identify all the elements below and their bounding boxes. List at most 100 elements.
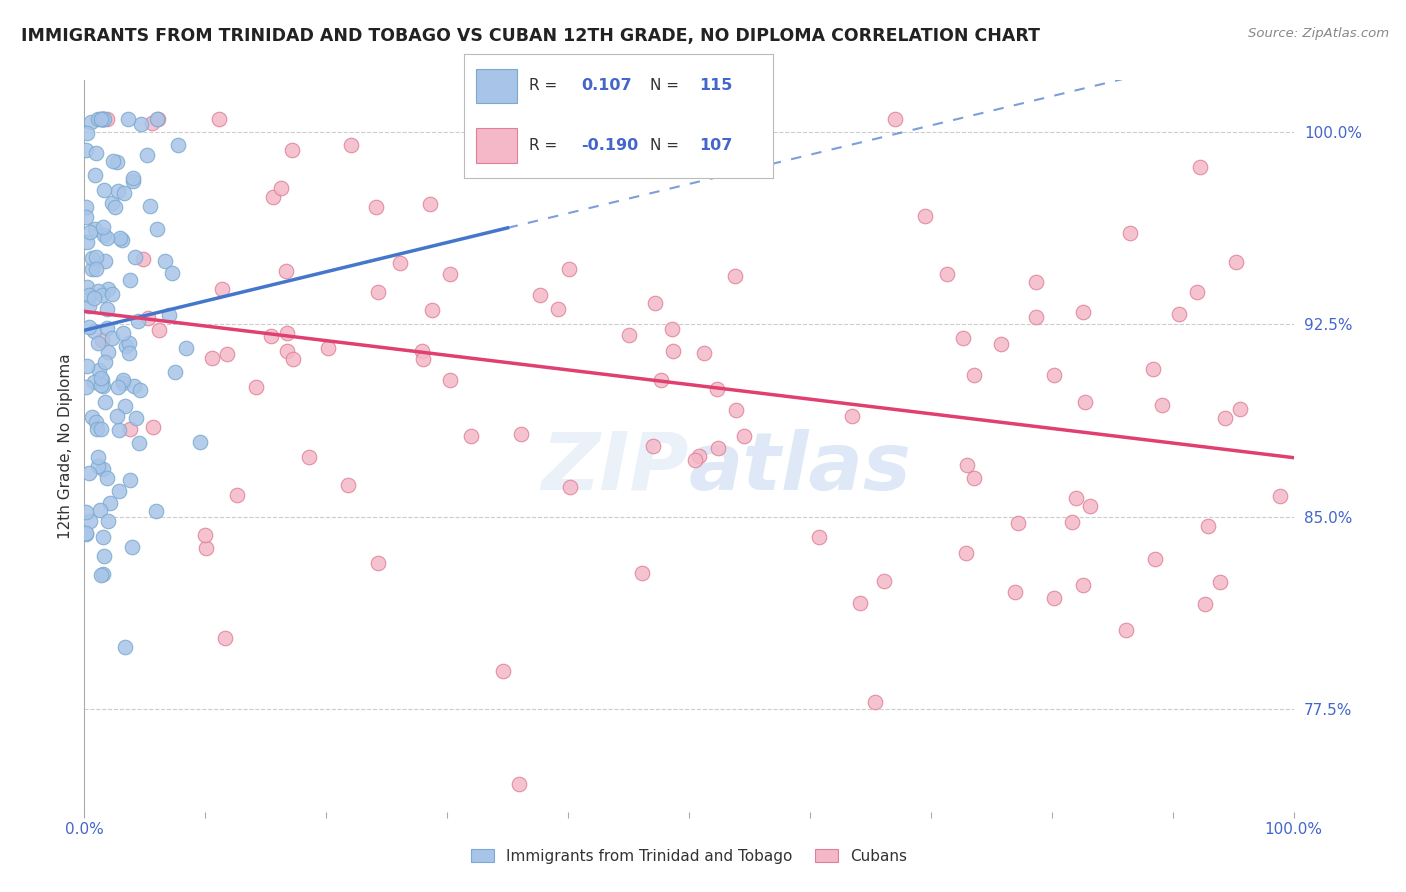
Point: [841, 409, 863, 424]
Point: [245, 380, 267, 394]
Point: [79, 225, 101, 239]
Point: [111, 326, 134, 340]
Point: [125, 411, 148, 425]
Point: [98, 496, 121, 510]
Point: [297, 450, 319, 464]
Point: [87, 450, 110, 464]
Point: [77, 320, 100, 334]
Text: 0.107: 0.107: [582, 78, 633, 94]
Point: [93, 227, 115, 242]
Point: [83, 324, 105, 338]
Point: [91, 462, 114, 476]
Point: [93, 183, 115, 197]
Point: [84, 262, 107, 277]
Point: [1004, 585, 1026, 599]
Point: [120, 473, 142, 487]
Point: [558, 480, 581, 494]
Point: [388, 256, 411, 270]
Point: [706, 441, 728, 455]
Point: [1115, 623, 1137, 637]
Point: [174, 341, 197, 355]
Point: [76, 359, 98, 373]
Point: [107, 184, 129, 198]
Point: [1152, 398, 1174, 412]
Point: [76, 126, 98, 140]
Point: [121, 540, 143, 554]
Point: [86, 336, 108, 351]
Point: [83, 222, 105, 236]
Point: [122, 379, 145, 393]
Point: [274, 264, 297, 278]
Point: [107, 424, 129, 438]
Point: [97, 514, 120, 528]
Point: [105, 154, 128, 169]
Point: [1060, 515, 1083, 529]
Point: [110, 231, 132, 245]
Point: [97, 345, 120, 359]
Text: Source: ZipAtlas.com: Source: ZipAtlas.com: [1249, 27, 1389, 40]
Point: [77, 288, 100, 302]
Point: [619, 328, 641, 343]
Point: [90, 568, 112, 582]
Point: [155, 253, 177, 268]
Point: [105, 409, 128, 423]
Point: [873, 574, 896, 589]
Y-axis label: 12th Grade, No Diploma: 12th Grade, No Diploma: [58, 353, 73, 539]
Point: [118, 273, 141, 287]
Point: [90, 333, 112, 347]
Point: [1270, 490, 1292, 504]
Point: [167, 138, 190, 153]
Point: [439, 267, 461, 281]
Point: [211, 281, 233, 295]
Point: [77, 467, 100, 481]
Text: ZIP: ZIP: [541, 429, 689, 507]
Point: [1043, 591, 1066, 606]
Point: [1185, 285, 1208, 300]
Point: [139, 199, 162, 213]
Text: IMMIGRANTS FROM TRINIDAD AND TOBAGO VS CUBAN 12TH GRADE, NO DIPLOMA CORRELATION : IMMIGRANTS FROM TRINIDAD AND TOBAGO VS C…: [21, 27, 1040, 45]
Point: [807, 530, 830, 544]
Point: [419, 197, 441, 211]
Point: [94, 254, 117, 268]
Point: [84, 415, 107, 429]
Point: [914, 210, 936, 224]
Point: [141, 116, 163, 130]
Point: [214, 631, 236, 645]
Point: [270, 180, 292, 194]
Point: [492, 664, 515, 678]
Point: [94, 395, 117, 409]
Point: [364, 200, 387, 214]
Point: [96, 112, 118, 126]
Point: [529, 288, 551, 302]
Point: [1007, 516, 1029, 531]
Point: [111, 373, 134, 387]
Point: [160, 266, 183, 280]
Point: [1168, 307, 1191, 321]
Point: [1197, 519, 1219, 533]
Text: -0.190: -0.190: [582, 138, 638, 153]
Point: [1215, 410, 1237, 425]
Point: [693, 345, 716, 359]
Text: atlas: atlas: [689, 429, 911, 507]
Point: [318, 341, 340, 355]
Point: [97, 282, 120, 296]
Point: [96, 302, 118, 317]
Point: [136, 147, 159, 161]
Point: [93, 112, 115, 126]
Point: [260, 328, 283, 343]
Point: [131, 118, 153, 132]
Point: [87, 363, 110, 377]
Point: [281, 143, 304, 157]
Point: [89, 503, 111, 517]
Point: [90, 374, 112, 388]
Point: [195, 541, 218, 555]
Point: [77, 299, 100, 313]
Point: [76, 280, 98, 294]
Point: [118, 421, 141, 435]
Point: [706, 383, 728, 397]
Point: [114, 640, 136, 654]
Point: [127, 313, 149, 327]
Point: [148, 323, 170, 337]
Point: [201, 351, 224, 366]
Point: [86, 112, 108, 126]
